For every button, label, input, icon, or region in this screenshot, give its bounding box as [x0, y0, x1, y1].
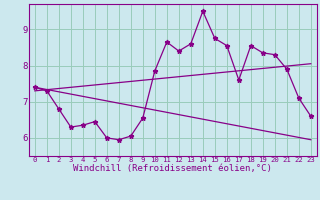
X-axis label: Windchill (Refroidissement éolien,°C): Windchill (Refroidissement éolien,°C): [73, 164, 272, 173]
